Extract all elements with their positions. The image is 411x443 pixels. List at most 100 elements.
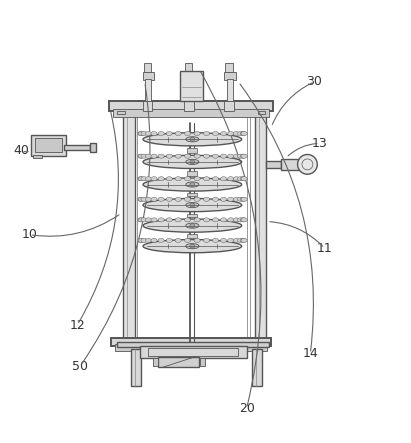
Ellipse shape xyxy=(141,218,147,222)
Bar xyxy=(227,79,233,101)
Ellipse shape xyxy=(141,238,147,242)
Ellipse shape xyxy=(143,240,242,253)
Ellipse shape xyxy=(175,132,181,136)
Bar xyxy=(258,111,265,114)
Ellipse shape xyxy=(143,155,242,168)
Bar xyxy=(184,101,194,111)
Bar xyxy=(187,79,192,101)
Ellipse shape xyxy=(240,132,246,136)
Ellipse shape xyxy=(241,197,247,202)
Ellipse shape xyxy=(145,132,151,136)
Ellipse shape xyxy=(228,154,234,158)
Text: 11: 11 xyxy=(317,242,332,255)
Ellipse shape xyxy=(185,132,191,136)
Ellipse shape xyxy=(220,132,226,136)
Ellipse shape xyxy=(212,218,219,222)
Text: 40: 40 xyxy=(14,144,29,157)
Ellipse shape xyxy=(158,218,164,222)
Ellipse shape xyxy=(212,238,219,242)
Ellipse shape xyxy=(190,224,195,227)
Ellipse shape xyxy=(203,218,210,222)
Ellipse shape xyxy=(166,218,172,222)
Bar xyxy=(131,349,141,386)
Ellipse shape xyxy=(212,177,219,181)
Ellipse shape xyxy=(238,154,244,158)
Ellipse shape xyxy=(238,218,244,222)
Ellipse shape xyxy=(220,238,226,242)
Ellipse shape xyxy=(190,160,195,164)
Bar xyxy=(31,135,66,156)
Ellipse shape xyxy=(151,154,157,158)
Ellipse shape xyxy=(137,132,144,136)
Ellipse shape xyxy=(186,182,199,187)
Ellipse shape xyxy=(158,154,164,158)
Ellipse shape xyxy=(186,137,199,142)
Ellipse shape xyxy=(240,238,246,242)
Ellipse shape xyxy=(175,238,181,242)
Bar xyxy=(117,111,125,114)
Ellipse shape xyxy=(137,177,144,181)
Bar xyxy=(117,342,269,347)
Ellipse shape xyxy=(137,218,144,222)
Ellipse shape xyxy=(194,238,200,242)
Ellipse shape xyxy=(139,238,145,242)
Bar xyxy=(140,346,247,358)
Ellipse shape xyxy=(240,154,246,158)
Ellipse shape xyxy=(238,177,244,181)
Ellipse shape xyxy=(233,177,240,181)
Text: 13: 13 xyxy=(312,137,328,150)
Ellipse shape xyxy=(145,218,151,222)
Bar xyxy=(224,72,236,80)
Ellipse shape xyxy=(185,197,191,202)
Ellipse shape xyxy=(190,137,195,141)
Ellipse shape xyxy=(141,132,147,136)
Bar xyxy=(185,63,192,72)
Ellipse shape xyxy=(175,218,181,222)
Ellipse shape xyxy=(151,238,157,242)
Ellipse shape xyxy=(185,238,191,242)
Ellipse shape xyxy=(212,154,219,158)
Bar xyxy=(113,109,269,117)
Ellipse shape xyxy=(139,154,145,158)
Ellipse shape xyxy=(190,183,195,187)
Bar xyxy=(187,234,197,237)
Ellipse shape xyxy=(139,218,145,222)
Circle shape xyxy=(298,155,317,174)
Ellipse shape xyxy=(194,154,200,158)
Bar xyxy=(111,338,271,346)
Ellipse shape xyxy=(141,154,147,158)
Ellipse shape xyxy=(137,197,144,202)
Ellipse shape xyxy=(233,238,240,242)
Ellipse shape xyxy=(186,223,199,228)
Ellipse shape xyxy=(141,197,147,202)
Ellipse shape xyxy=(194,197,200,202)
Ellipse shape xyxy=(233,132,240,136)
Ellipse shape xyxy=(220,177,226,181)
Ellipse shape xyxy=(212,197,219,202)
Ellipse shape xyxy=(151,197,157,202)
Ellipse shape xyxy=(158,238,164,242)
Ellipse shape xyxy=(190,203,195,207)
Ellipse shape xyxy=(212,132,219,136)
Ellipse shape xyxy=(141,177,147,181)
Ellipse shape xyxy=(194,132,200,136)
Ellipse shape xyxy=(139,197,145,202)
Ellipse shape xyxy=(203,132,210,136)
Ellipse shape xyxy=(166,177,172,181)
Ellipse shape xyxy=(145,177,151,181)
Ellipse shape xyxy=(139,132,145,136)
Ellipse shape xyxy=(158,132,164,136)
Ellipse shape xyxy=(194,218,200,222)
Bar xyxy=(33,155,42,158)
Bar xyxy=(252,349,262,386)
Ellipse shape xyxy=(240,197,246,202)
Bar xyxy=(153,358,158,366)
Ellipse shape xyxy=(166,154,172,158)
Ellipse shape xyxy=(228,238,234,242)
Bar xyxy=(187,214,197,217)
Bar xyxy=(187,148,197,153)
Ellipse shape xyxy=(228,218,234,222)
Ellipse shape xyxy=(238,238,244,242)
Bar xyxy=(187,171,197,176)
Bar xyxy=(224,101,234,111)
